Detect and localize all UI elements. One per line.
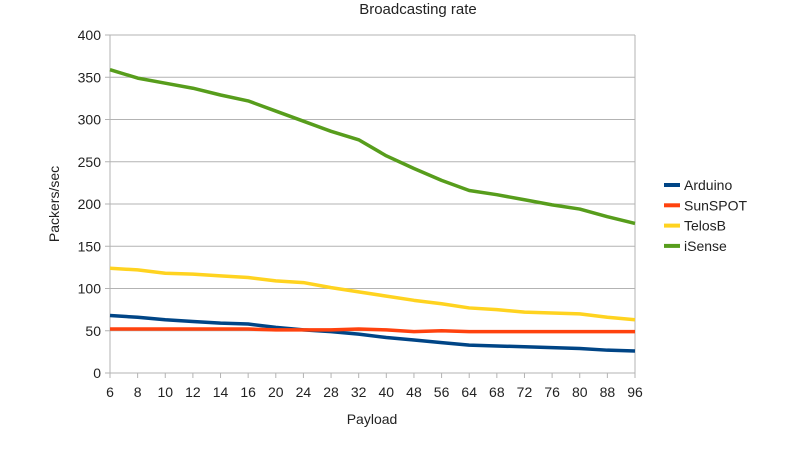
x-tick-label: 10 (157, 384, 173, 400)
x-tick-label: 8 (134, 384, 142, 400)
x-tick-label: 32 (351, 384, 367, 400)
legend-label-arduino: Arduino (684, 177, 732, 193)
legend-label-telosb: TelosB (684, 218, 726, 234)
x-tick-label: 14 (213, 384, 229, 400)
x-tick-label: 20 (268, 384, 284, 400)
x-tick-label: 16 (240, 384, 256, 400)
y-tick-label: 400 (78, 27, 102, 43)
series-line-sunspot (110, 327, 635, 334)
x-tick-label: 56 (434, 384, 450, 400)
y-tick-label: 250 (78, 154, 102, 170)
legend: Arduino SunSPOT TelosB iSense (664, 177, 747, 254)
x-tick-label: 28 (323, 384, 339, 400)
x-tick-label: 88 (600, 384, 616, 400)
y-tick-label: 300 (78, 112, 102, 128)
legend-label-sunspot: SunSPOT (684, 197, 747, 213)
chart-title: Broadcasting rate (359, 1, 477, 18)
series-line-isense (109, 67, 636, 226)
x-tick-label: 80 (572, 384, 588, 400)
y-tick-label: 50 (85, 323, 101, 339)
x-tick-label: 76 (544, 384, 560, 400)
x-tick-label: 48 (406, 384, 422, 400)
series-line-arduino (109, 313, 636, 353)
y-tick-label: 0 (93, 365, 101, 381)
y-tick-label: 350 (78, 69, 102, 85)
x-tick-label: 24 (296, 384, 312, 400)
x-tick-label: 64 (461, 384, 477, 400)
x-tick-label: 68 (489, 384, 505, 400)
x-tick-label: 72 (517, 384, 533, 400)
legend-label-isense: iSense (684, 238, 727, 254)
x-axis-label: Payload (347, 411, 398, 427)
x-tick-label: 12 (185, 384, 201, 400)
series-line-telosb (109, 266, 636, 322)
y-axis-label: Packers/sec (46, 166, 62, 242)
y-tick-label: 100 (78, 281, 102, 297)
y-tick-label: 200 (78, 196, 102, 212)
x-tick-label: 96 (627, 384, 643, 400)
y-tick-label: 150 (78, 238, 102, 254)
x-tick-label: 40 (379, 384, 395, 400)
x-tick-label: 6 (106, 384, 114, 400)
